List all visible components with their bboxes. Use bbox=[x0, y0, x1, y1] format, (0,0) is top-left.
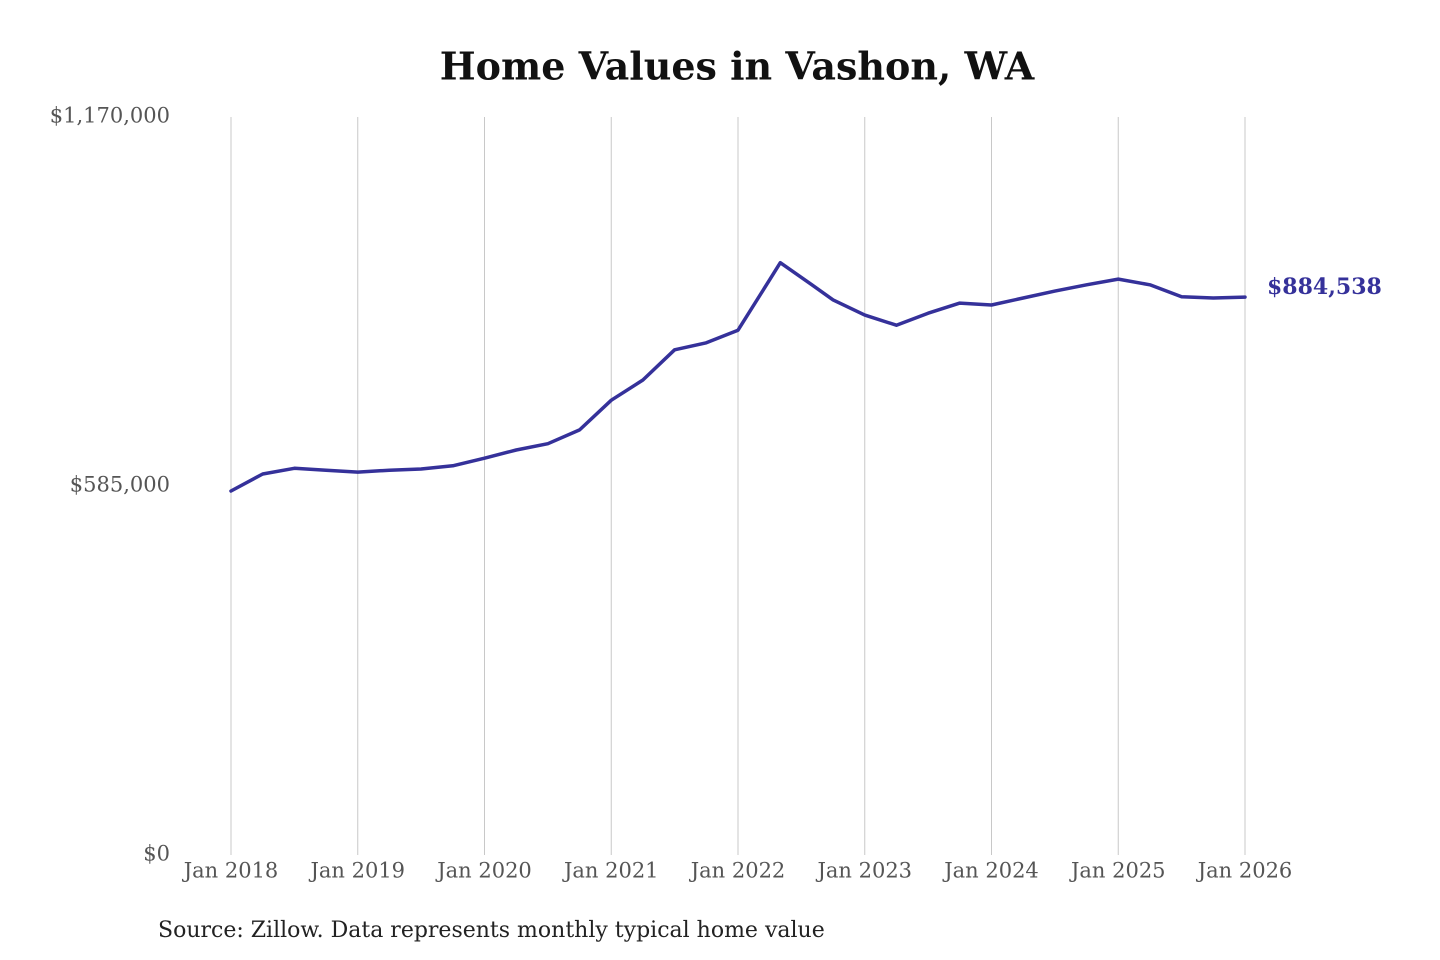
value-label: $884,538 bbox=[1267, 274, 1382, 300]
y-tick-label: $585,000 bbox=[70, 473, 170, 497]
x-tick-label: Jan 2018 bbox=[182, 859, 279, 883]
x-tick-label: Jan 2021 bbox=[562, 859, 659, 883]
source-note: Source: Zillow. Data represents monthly … bbox=[158, 918, 825, 943]
x-tick-label: Jan 2025 bbox=[1069, 859, 1166, 883]
line bbox=[229, 260, 1247, 493]
x-tick-label: Jan 2022 bbox=[689, 859, 786, 883]
x-tick-label: Jan 2023 bbox=[815, 859, 912, 883]
chart-title: Home Values in Vashon, WA bbox=[440, 44, 1035, 89]
x-tick-label: Jan 2024 bbox=[942, 859, 1039, 883]
x-tick-label: Jan 2019 bbox=[308, 859, 405, 883]
x-tick-label: Jan 2020 bbox=[435, 859, 532, 883]
y-tick-label: $0 bbox=[143, 842, 170, 866]
y-tick-label: $1,170,000 bbox=[50, 104, 170, 128]
x-tick-label: Jan 2026 bbox=[1196, 859, 1293, 883]
